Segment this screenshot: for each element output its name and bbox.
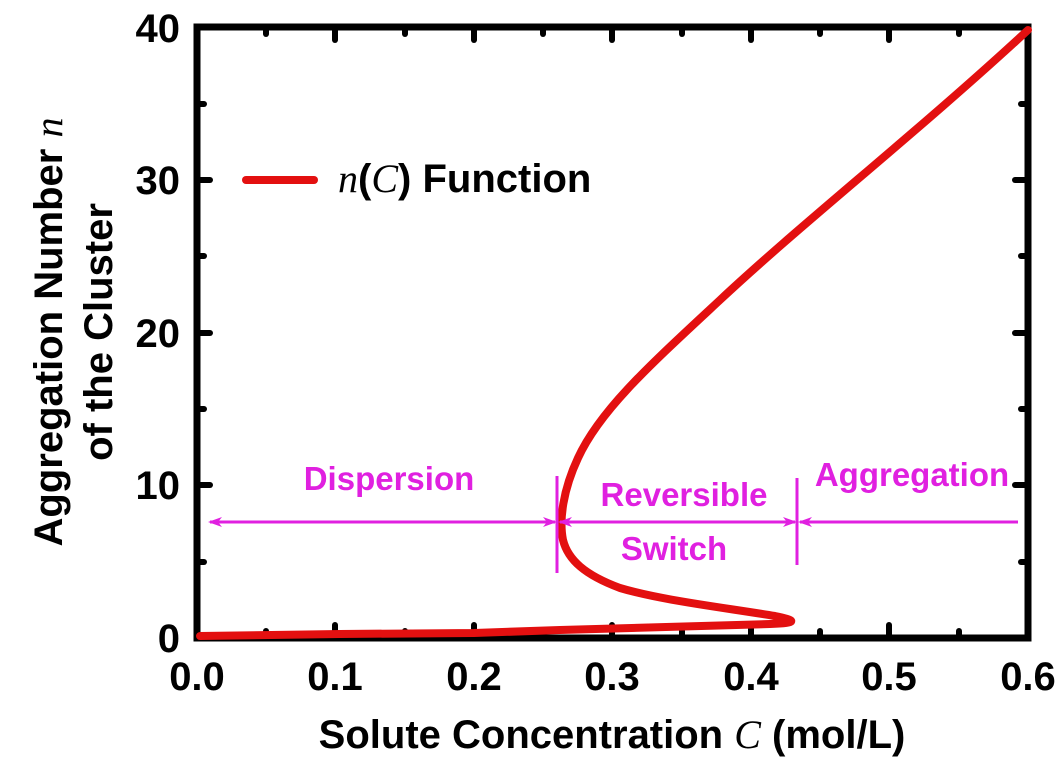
x-tick-4: 0.4 [723,655,779,699]
x-tick-5: 0.5 [861,655,917,699]
y-tick-20: 20 [136,312,181,356]
x-tick-0: 0.0 [169,655,225,699]
x-tick-2: 0.2 [446,655,502,699]
y-tick-30: 30 [136,159,181,203]
svg-text:of the Cluster: of the Cluster [77,203,121,461]
nc-curve [196,26,1032,640]
x-tick-1: 0.1 [307,655,363,699]
x-tick-6: 0.6 [1000,655,1056,699]
switch-label: Switch [621,530,727,567]
plot-frame [193,23,1032,642]
x-tick-3: 0.3 [584,655,640,699]
y-axis-title: Aggregation Number n of the Cluster [26,118,121,547]
dispersion-label: Dispersion [304,460,475,497]
y-tick-0: 0 [158,617,180,661]
axis-ticks [194,24,1031,641]
aggregation-label: Aggregation [815,456,1009,493]
region-arrows [208,476,1018,573]
x-axis-title: Solute Concentration C (mol/L) [319,712,906,757]
y-tick-10: 10 [136,464,181,508]
reversible-label: Reversible [601,476,768,513]
x-tick-labels: 0.0 0.1 0.2 0.3 0.4 0.5 0.6 [169,655,1056,699]
y-tick-40: 40 [136,7,181,51]
legend-label: n(C) Function [338,156,591,201]
y-tick-labels: 0 10 20 30 40 [136,7,181,661]
legend: n(C) Function [242,156,591,201]
svg-text:Aggregation Number n: Aggregation Number n [26,118,71,547]
